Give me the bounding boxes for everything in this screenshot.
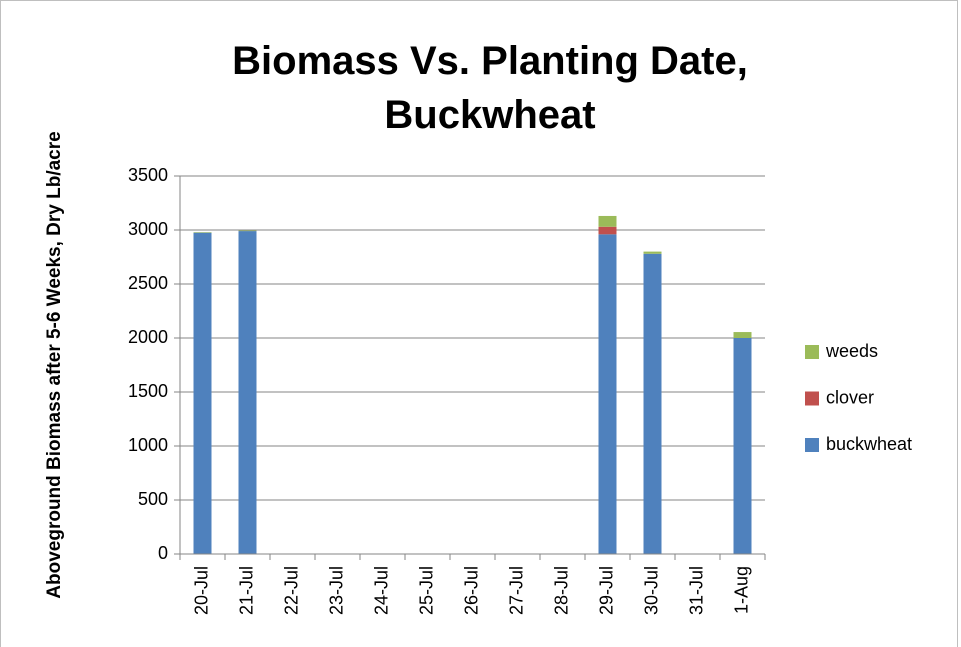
y-tick-label: 0 — [158, 543, 168, 563]
bar-segment — [643, 253, 662, 554]
y-axis-label: Aboveground Biomass after 5-6 Weeks, Dry… — [44, 131, 65, 599]
bar-segment — [598, 234, 617, 554]
x-tick-label: 21-Jul — [236, 566, 256, 615]
bar-segment — [238, 230, 257, 232]
bar-segment — [733, 338, 752, 554]
x-tick-label: 25-Jul — [416, 566, 436, 615]
x-tick-label: 29-Jul — [596, 566, 616, 615]
x-tick-label: 22-Jul — [281, 566, 301, 615]
x-tick-label: 26-Jul — [461, 566, 481, 615]
x-tick-label: 1-Aug — [731, 566, 751, 614]
x-tick-label: 24-Jul — [371, 566, 391, 615]
y-tick-label: 3500 — [128, 165, 168, 185]
x-tick-label: 30-Jul — [641, 566, 661, 615]
legend-swatch — [805, 345, 819, 359]
y-tick-label: 2000 — [128, 327, 168, 347]
bar-segment — [643, 251, 662, 254]
bar-segment — [598, 226, 617, 235]
y-tick-label: 500 — [138, 489, 168, 509]
legend-swatch — [805, 391, 819, 406]
y-tick-label: 1500 — [128, 381, 168, 401]
legend-swatch — [805, 438, 819, 452]
chart-title: Biomass Vs. Planting Date, Buckwheat — [232, 39, 748, 137]
bar-segment — [193, 232, 212, 233]
x-tick-label: 28-Jul — [551, 566, 571, 615]
x-tick-label: 27-Jul — [506, 566, 526, 615]
bar-segment — [238, 231, 257, 554]
x-tick-label: 23-Jul — [326, 566, 346, 615]
bar-segment — [733, 332, 752, 338]
y-tick-label: 2500 — [128, 273, 168, 293]
y-tick-label: 3000 — [128, 219, 168, 239]
legend-label: weeds — [825, 341, 878, 361]
y-tick-label: 1000 — [128, 435, 168, 455]
x-tick-label: 20-Jul — [191, 566, 211, 615]
legend-label: clover — [826, 387, 874, 407]
legend-label: buckwheat — [826, 434, 912, 454]
bar-segment — [598, 215, 617, 227]
x-tick-label: 31-Jul — [686, 566, 706, 615]
bar-segment — [193, 232, 212, 554]
